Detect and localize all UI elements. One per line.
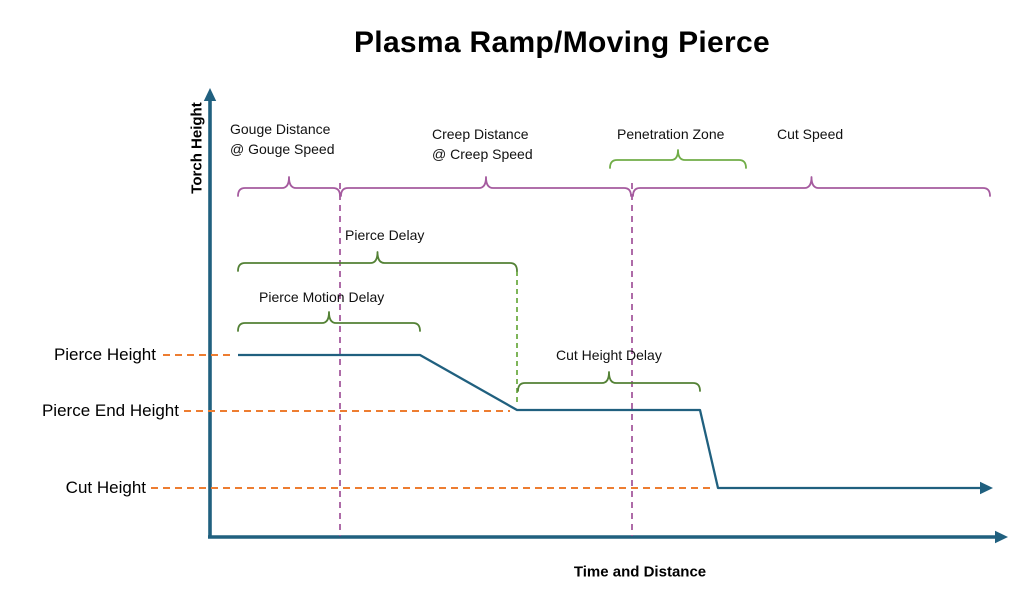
annotation-gouge-distance: Gouge Distance @ Gouge Speed — [230, 121, 335, 157]
label-pierce-end-height: Pierce End Height — [41, 401, 179, 420]
annotation-cut-speed: Cut Speed — [777, 126, 844, 142]
annotation-creep-distance: Creep Distance @ Creep Speed — [432, 126, 533, 162]
annotation-pierce-motion-delay: Pierce Motion Delay — [259, 289, 385, 305]
diagram-title: Plasma Ramp/Moving Pierce — [354, 26, 770, 59]
annotation-cut-height-delay: Cut Height Delay — [556, 347, 662, 363]
y-axis-label: Torch Height — [188, 102, 206, 194]
label-cut-height: Cut Height — [65, 478, 146, 497]
label-pierce-height: Pierce Height — [53, 345, 156, 364]
x-axis-label: Time and Distance — [573, 563, 707, 581]
annotation-penetration-zone: Penetration Zone — [617, 126, 725, 142]
annotation-pierce-delay: Pierce Delay — [345, 227, 425, 243]
